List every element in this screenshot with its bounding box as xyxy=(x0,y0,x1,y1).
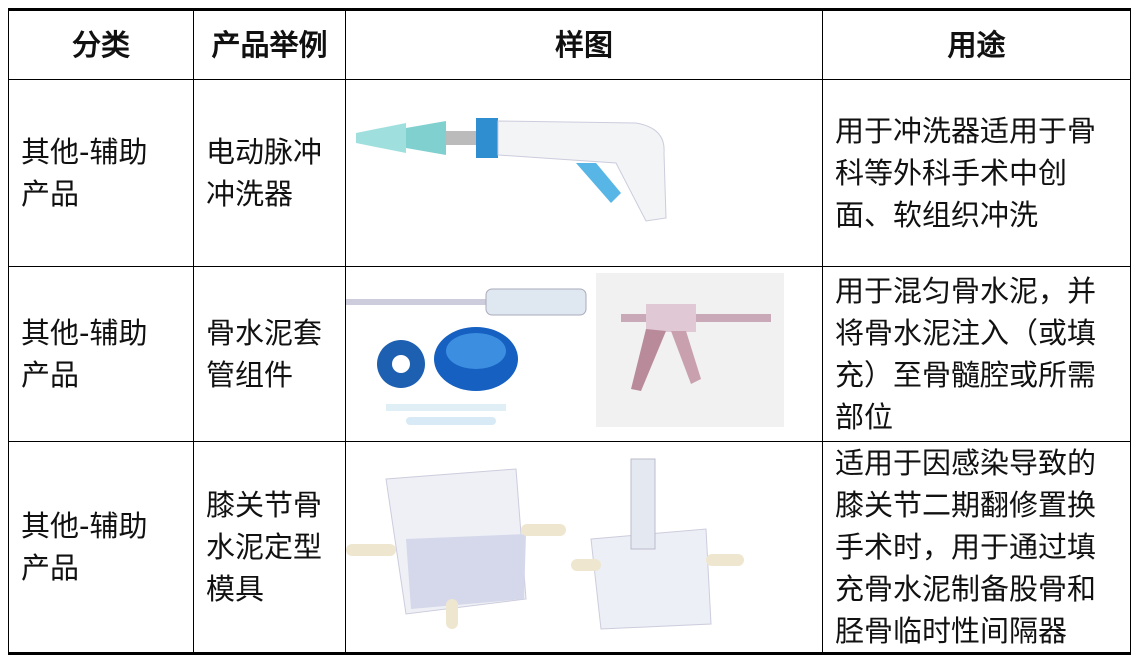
cement-kit-image xyxy=(346,272,784,427)
line: 冲洗器 xyxy=(206,177,294,211)
image-cell xyxy=(345,79,823,267)
line: 充骨水泥制备股骨和 xyxy=(835,572,1097,606)
line: 膝关节骨 xyxy=(206,488,323,522)
cell: 其他-辅助产品 xyxy=(8,441,194,655)
row: 其他-辅助产品 膝关节骨水泥定型模具 适用于因感染导致的 膝关节二期翻修置换 手术时… xyxy=(8,441,1131,655)
line: 产品 xyxy=(21,551,80,585)
line: 产品 xyxy=(21,358,80,392)
cell: 膝关节骨水泥定型模具 xyxy=(193,441,346,655)
row: 其他-辅助产品 电动脉冲冲洗器 用于冲洗器适用于骨 科等外科手术中创 面、软组织冲洗 xyxy=(8,79,1131,267)
line: 模具 xyxy=(206,572,265,606)
cell: 用于冲洗器适用于骨 科等外科手术中创 面、软组织冲洗 xyxy=(822,79,1131,267)
line: 用于混匀骨水泥，并 xyxy=(835,274,1097,308)
line: 膝关节二期翻修置换 xyxy=(835,488,1097,522)
line: 其他-辅助 xyxy=(21,316,148,350)
cell: 其他-辅助产品 xyxy=(8,266,194,442)
cell: 用于混匀骨水泥，并 将骨水泥注入（或填 充）至骨髓腔或所需 部位 xyxy=(822,266,1131,442)
cell: 电动脉冲 冲洗器 xyxy=(193,79,346,267)
row: 其他-辅助产品 骨水泥套管组件 用于混匀骨水泥，并 将骨水泥注入（或填 充）至骨髓腔… xyxy=(8,266,1131,442)
line: 用于冲洗器适用于骨 xyxy=(835,114,1097,148)
line: 水泥定型 xyxy=(206,530,323,564)
mold-image xyxy=(346,458,744,630)
line: 将骨水泥注入（或填 xyxy=(835,316,1097,350)
image-cell xyxy=(345,266,823,442)
page: 分类 产品举例 样图 用途 其他-辅助 产品 电动脉冲 冲洗器 用于冲洗器适用于骨科… xyxy=(8,8,1131,655)
line: 电动脉冲 xyxy=(206,135,323,169)
cell: 其他-辅助产品 xyxy=(8,79,194,267)
line: 其他-辅助 xyxy=(21,135,148,169)
line: 骨水泥套 xyxy=(206,316,323,350)
cell: 适用于因感染导致的 膝关节二期翻修置换 手术时，用于通过填 充骨水泥制备股骨和 胫骨临时… xyxy=(822,441,1131,655)
line: 手术时，用于通过填 xyxy=(835,530,1097,564)
cell: 骨水泥套 管组件 xyxy=(193,266,346,442)
line: 部位 xyxy=(835,400,894,434)
header-cell: 分类 xyxy=(8,8,194,80)
header-cell: 产品举例 xyxy=(193,8,346,80)
header-cell: 样图 xyxy=(345,8,823,80)
irrigator-image xyxy=(356,117,667,222)
line: 胫骨临时性间隔器 xyxy=(835,614,1068,648)
header-cell: 用途 xyxy=(822,8,1131,80)
line: 面、软组织冲洗 xyxy=(835,198,1039,232)
line: 管组件 xyxy=(206,358,294,392)
line: 适用于因感染导致的 xyxy=(835,446,1097,480)
product-table: 分类 产品举例 样图 用途 其他-辅助 产品 电动脉冲 冲洗器 用于冲洗器适用于骨科… xyxy=(8,8,1131,655)
line: 其他-辅助 xyxy=(21,509,148,543)
image-cell xyxy=(345,441,823,655)
header-row: 分类 产品举例 样图 用途 xyxy=(8,8,1131,80)
line: 产品 xyxy=(21,177,80,211)
line: 充）至骨髓腔或所需 xyxy=(835,358,1097,392)
line: 科等外科手术中创 xyxy=(835,156,1068,190)
